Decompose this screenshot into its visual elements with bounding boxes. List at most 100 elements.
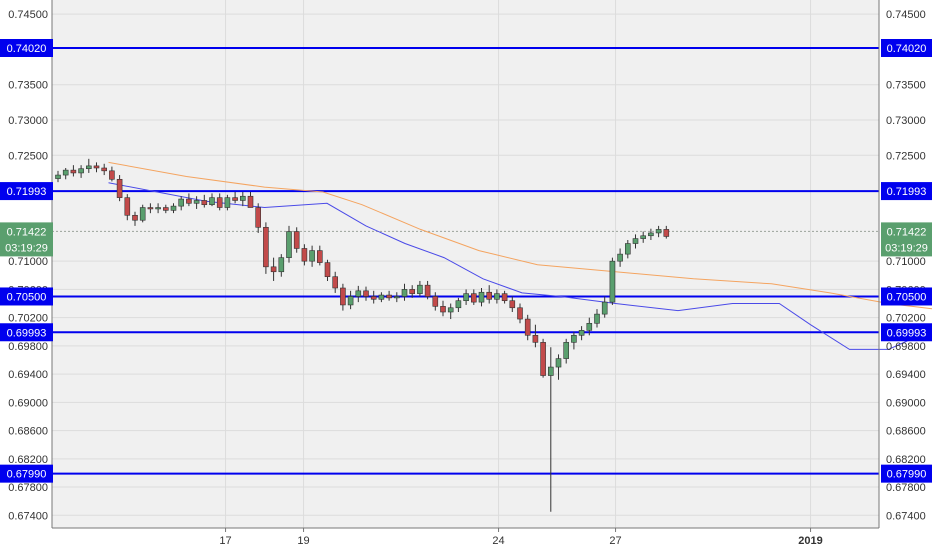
candle-body xyxy=(564,342,569,358)
candle-body xyxy=(217,198,222,208)
y-tick-label-right: 0.69800 xyxy=(886,341,926,353)
candle-body xyxy=(94,166,99,168)
candle-body xyxy=(502,294,507,301)
level-label-right-text: 0.71993 xyxy=(887,186,927,198)
candle-body xyxy=(656,229,661,233)
candle-body xyxy=(579,330,584,335)
candle-body xyxy=(571,335,576,342)
candle-body xyxy=(441,306,446,312)
level-label-left: 0.67990 xyxy=(0,465,53,483)
y-tick-label-left: 0.73000 xyxy=(8,115,48,127)
y-tick-label-right: 0.73500 xyxy=(886,80,926,92)
candle-body xyxy=(294,232,299,249)
candle-body xyxy=(456,301,461,308)
candle-body xyxy=(125,198,130,216)
candle xyxy=(541,339,546,378)
y-tick-label-right: 0.68600 xyxy=(886,426,926,438)
candle-body xyxy=(548,367,553,375)
candle-body xyxy=(371,296,376,299)
level-label-right: 0.70500 xyxy=(881,287,932,305)
candle-body xyxy=(263,227,268,267)
candle-body xyxy=(240,196,245,200)
candle-body xyxy=(56,175,61,179)
level-label-left-text: 0.74020 xyxy=(7,43,47,55)
candle-body xyxy=(325,263,330,277)
y-tick-label-right: 0.69400 xyxy=(886,369,926,381)
candle xyxy=(610,258,615,305)
candle-body xyxy=(625,244,630,255)
candle-body xyxy=(140,208,145,221)
candle-body xyxy=(248,196,253,207)
level-label-right: 0.71993 xyxy=(881,182,932,200)
candle-body xyxy=(225,198,230,208)
x-tick-label: 17 xyxy=(219,535,231,547)
candle-body xyxy=(302,248,307,261)
price-label-left: 0.71422 03:19:29 xyxy=(0,222,53,256)
candle-body xyxy=(417,285,422,293)
y-tick-label-right: 0.67800 xyxy=(886,482,926,494)
candle-body xyxy=(394,296,399,297)
candle-body xyxy=(179,199,184,206)
candle-body xyxy=(71,170,76,173)
candle-body xyxy=(133,215,138,220)
candle-body xyxy=(525,319,530,335)
candle-body xyxy=(310,251,315,262)
candle-body xyxy=(340,288,345,305)
y-tick-label-left: 0.69800 xyxy=(8,341,48,353)
candle-body xyxy=(664,229,669,236)
y-tick-label-right: 0.67400 xyxy=(886,510,926,522)
price-label-left-text: 03:19:29 xyxy=(5,242,48,254)
y-tick-label-left: 0.68200 xyxy=(8,454,48,466)
candle-body xyxy=(279,258,284,272)
candle-body xyxy=(186,199,191,203)
candle-body xyxy=(79,169,84,173)
y-tick-label-left: 0.69400 xyxy=(8,369,48,381)
y-tick-label-left: 0.67800 xyxy=(8,482,48,494)
y-tick-label-left: 0.68600 xyxy=(8,426,48,438)
candle-body xyxy=(364,291,369,297)
plot-background xyxy=(52,0,879,528)
candle-body xyxy=(163,208,168,211)
candle-body xyxy=(117,179,122,197)
y-tick-label-right: 0.72500 xyxy=(886,150,926,162)
level-label-right-text: 0.67990 xyxy=(887,469,927,481)
candle-body xyxy=(348,296,353,304)
level-label-right-text: 0.69993 xyxy=(887,327,927,339)
level-label-right: 0.74020 xyxy=(881,39,932,57)
candle-body xyxy=(541,342,546,375)
level-label-left-text: 0.67990 xyxy=(7,469,47,481)
level-label-left-text: 0.71993 xyxy=(7,186,47,198)
candle-body xyxy=(479,292,484,302)
candle-body xyxy=(317,251,322,263)
candle-body xyxy=(86,166,91,169)
candle-body xyxy=(379,295,384,299)
level-label-left-text: 0.70500 xyxy=(7,291,47,303)
y-tick-label-right: 0.70200 xyxy=(886,313,926,325)
level-label-right-text: 0.70500 xyxy=(887,291,927,303)
candle xyxy=(287,226,292,263)
candle-body xyxy=(648,233,653,236)
candle-body xyxy=(556,359,561,367)
y-tick-label-left: 0.69000 xyxy=(8,397,48,409)
price-label-left-text: 0.71422 xyxy=(7,226,47,238)
price-label-right-text: 0.71422 xyxy=(887,226,927,238)
candle-body xyxy=(109,171,114,179)
candle-body xyxy=(641,236,646,239)
candle-body xyxy=(494,294,499,300)
candle-body xyxy=(171,206,176,210)
candle-body xyxy=(602,302,607,314)
candle-body xyxy=(618,254,623,261)
candle xyxy=(140,205,145,223)
candle-body xyxy=(433,296,438,306)
level-label-left: 0.70500 xyxy=(0,287,53,305)
candle-body xyxy=(148,208,153,209)
level-label-left: 0.71993 xyxy=(0,182,53,200)
candle-body xyxy=(194,200,199,203)
x-tick-label: 27 xyxy=(609,535,621,547)
candle-body xyxy=(510,301,515,308)
y-tick-label-left: 0.70200 xyxy=(8,313,48,325)
candle-body xyxy=(356,291,361,297)
candle-body xyxy=(271,267,276,272)
